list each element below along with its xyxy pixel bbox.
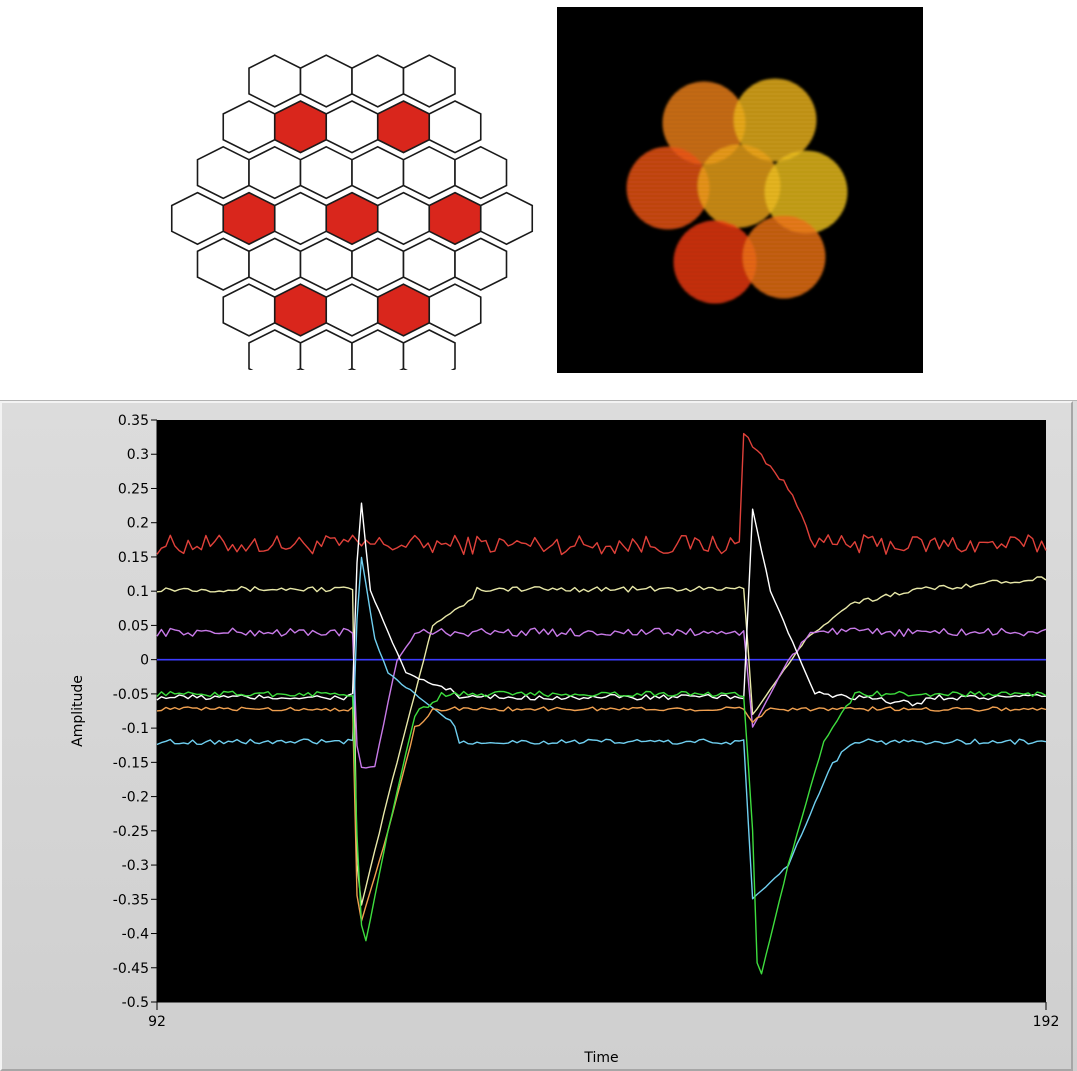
hex-cell [170,191,225,246]
x-tick-label: 192 [1033,1014,1060,1030]
hex-cell [454,145,508,200]
y-tick-label: 0.25 [118,481,149,497]
series-line [156,502,1047,707]
y-tick-label: 0.1 [127,584,149,600]
series-line [156,690,1047,975]
y-tick-label: -0.4 [122,927,149,943]
y-axis: 0.35 0.3 0.25 0.2 0.15 0.1 0.05 0 -0.05 -0.1 -0.15… [113,413,158,1011]
amplitude-time-chart: 0.35 0.3 0.25 0.2 0.15 0.1 0.05 0 -0.05 -0.1 -0.15… [70,413,1060,1066]
hex-cell [479,191,534,246]
hex-cell [273,191,328,246]
y-tick-label: 0 [140,653,149,669]
hex-cell [248,54,302,108]
x-axis-label: Time [583,1050,618,1066]
hex-cell-lit [325,191,379,246]
fiber-spot-texture [626,146,710,230]
fiber-output-spot-image [557,7,923,373]
y-tick-label: 0.05 [118,618,149,634]
x-axis: 92 192 [148,1001,1060,1030]
fiber-spot-texture [733,78,817,162]
hex-cell [428,283,482,337]
fiber-spot-texture [673,220,757,304]
hex-cell [299,329,353,370]
y-tick-label: -0.35 [113,892,149,908]
hex-cell [248,145,302,200]
hex-cell [428,100,482,154]
y-tick-label: -0.2 [122,790,149,806]
y-tick-label: -0.25 [113,824,149,840]
y-tick-label: -0.3 [122,858,149,874]
y-tick-label: 0.35 [118,413,149,429]
hex-cell [402,54,456,108]
hex-cell [248,329,302,370]
hex-cell [454,237,508,291]
hex-cell [376,191,431,246]
y-tick-label: -0.15 [113,755,149,771]
series-lines [156,432,1047,975]
plot-area [157,420,1046,1002]
hex-cell-lit [273,100,328,154]
series-line [156,576,1047,906]
hex-cell [325,100,379,154]
hex-cell [325,283,379,337]
y-tick-label: 0.3 [127,447,149,463]
series-line [156,627,1047,769]
series-line [156,432,1047,556]
hexagonal-fiber-layout-diagram [170,54,534,370]
hex-cell [299,237,353,291]
hex-cell [196,145,250,200]
hex-cell-lit [428,191,482,246]
hex-cell [351,329,405,370]
hex-cell-lit [222,191,276,246]
hex-cell [248,237,302,291]
hex-cell [196,237,250,291]
fiber-spots-drawing [626,78,848,304]
fiber-spot-texture [662,81,746,165]
hex-cell [299,54,353,108]
hex-cell-lit [376,100,431,154]
y-tick-label: -0.05 [113,687,149,703]
fiber-spot-texture [764,150,848,234]
hex-cell [351,145,405,200]
y-tick-label: -0.1 [122,721,149,737]
hex-cell [299,145,353,200]
y-tick-label: 0.15 [118,550,149,566]
fiber-spot-texture [697,144,781,228]
y-tick-label: -0.5 [122,995,149,1011]
hex-cell-lit [273,283,328,337]
y-tick-label: -0.45 [113,961,149,977]
x-tick-label: 92 [148,1014,166,1030]
series-line [156,706,1047,922]
hex-cell [222,100,276,154]
y-axis-label: Amplitude [70,675,86,747]
y-tick-label: 0.2 [127,516,149,532]
hex-cell [402,237,456,291]
hex-cell [222,283,276,337]
hex-cell [351,237,405,291]
hex-cell [402,329,456,370]
series-line [156,556,1047,900]
fiber-spot-texture [742,215,826,299]
hex-cell [402,145,456,200]
hex-cell-lit [376,283,431,337]
hex-cell [351,54,405,108]
